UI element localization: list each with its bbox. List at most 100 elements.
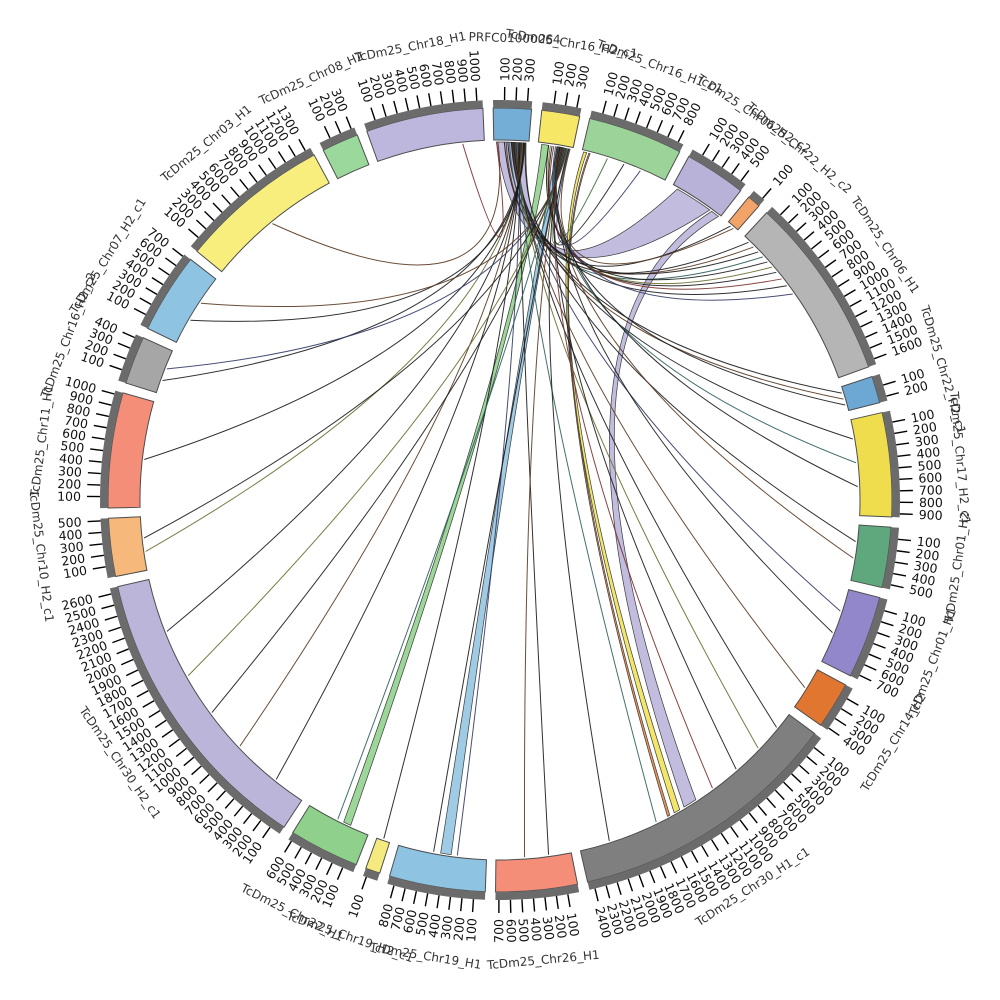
tick — [896, 443, 909, 445]
tick — [225, 799, 234, 809]
tick — [173, 248, 183, 256]
tick — [324, 126, 330, 138]
segment-TcDm25_Chr22_H2_c2 — [728, 197, 759, 230]
tick — [165, 258, 176, 266]
tick — [568, 894, 570, 907]
tick — [894, 431, 907, 433]
tick — [196, 220, 206, 229]
link-chord — [463, 142, 503, 237]
tick — [337, 868, 342, 880]
tick — [88, 521, 101, 522]
tick — [702, 845, 709, 856]
tick — [476, 88, 477, 101]
tick — [117, 649, 129, 654]
tick — [899, 467, 912, 468]
tick — [767, 798, 776, 808]
tick — [449, 897, 451, 910]
circos-figure: 100 200 300 100 200 300 100 200 300 400 500 600 700 8… — [0, 0, 1000, 1000]
tick — [731, 827, 738, 838]
tick — [259, 165, 267, 176]
tick — [461, 898, 462, 911]
tick — [464, 89, 465, 102]
tick — [807, 757, 817, 765]
tick — [159, 268, 170, 275]
tick — [240, 179, 248, 189]
segment-name-TcDm25_Chr10_H2_c1: TcDm25_Chr10_H2_c1 — [26, 488, 56, 623]
tick — [231, 187, 239, 197]
tick — [886, 393, 899, 396]
tick — [657, 120, 662, 132]
segment-name-TcDm25_Chr26_H1: TcDm25_Chr26_H1 — [485, 948, 600, 973]
tick — [327, 863, 332, 875]
tick — [213, 203, 222, 212]
tick — [647, 116, 652, 128]
tick — [152, 278, 163, 285]
tick — [556, 896, 558, 909]
tick — [394, 101, 397, 114]
tick — [188, 229, 198, 238]
tick — [390, 886, 393, 899]
tick — [650, 871, 655, 883]
tick — [799, 765, 809, 774]
tick — [89, 544, 102, 545]
tick — [134, 309, 146, 315]
tick — [140, 298, 151, 304]
tick — [208, 783, 217, 792]
tick — [200, 775, 209, 784]
tick — [869, 654, 881, 659]
tick — [522, 899, 523, 912]
segment-name-TcDm25_Chr11_H1: TcDm25_Chr11_H1 — [27, 384, 55, 499]
tick — [155, 720, 166, 727]
tick — [554, 91, 556, 104]
tick — [870, 343, 882, 348]
tick — [864, 665, 876, 670]
tick — [577, 95, 579, 108]
tick — [898, 539, 911, 540]
tick — [268, 158, 275, 169]
tick — [893, 574, 906, 576]
tick — [838, 280, 849, 287]
tick — [362, 877, 366, 889]
tick — [382, 104, 386, 116]
segment-TcDm25_Chr30_H1_c1 — [580, 715, 814, 883]
tick — [881, 622, 893, 626]
tick — [763, 188, 772, 198]
tick — [89, 461, 102, 462]
tick — [873, 643, 885, 648]
tick — [105, 616, 117, 620]
tick — [94, 425, 107, 427]
tick-label: 900 — [918, 507, 942, 523]
tick — [722, 157, 729, 168]
tick — [847, 699, 858, 705]
segment-strip — [493, 100, 532, 109]
tick-label: 100 — [769, 161, 796, 189]
tick — [614, 104, 618, 116]
ribbon-chord — [609, 211, 718, 807]
tick — [832, 270, 843, 277]
tick — [606, 886, 609, 899]
tick — [417, 95, 420, 108]
tick — [405, 98, 408, 111]
tick-label: 100 — [345, 892, 367, 920]
tick — [703, 144, 710, 155]
tick — [713, 150, 720, 161]
tick — [603, 101, 606, 114]
tick — [628, 879, 632, 891]
segment-TcDm25_Chr18_H1 — [367, 108, 484, 161]
tick — [414, 891, 417, 904]
tick — [740, 820, 748, 830]
tick — [99, 594, 112, 597]
tick — [814, 748, 824, 756]
tick — [841, 709, 852, 716]
tick — [146, 288, 157, 295]
tick — [473, 899, 474, 912]
segment-TcDm25_Chr19_H2_c1 — [366, 838, 390, 873]
tick — [811, 241, 821, 249]
tick — [780, 206, 789, 215]
tick — [108, 627, 120, 631]
tick — [92, 437, 105, 439]
tick — [149, 711, 160, 718]
segment-name-TcDm25_Chr17_H2_c1: TcDm25_Chr17_H2_c1 — [947, 390, 973, 525]
tick — [566, 93, 568, 106]
tick — [131, 680, 143, 686]
